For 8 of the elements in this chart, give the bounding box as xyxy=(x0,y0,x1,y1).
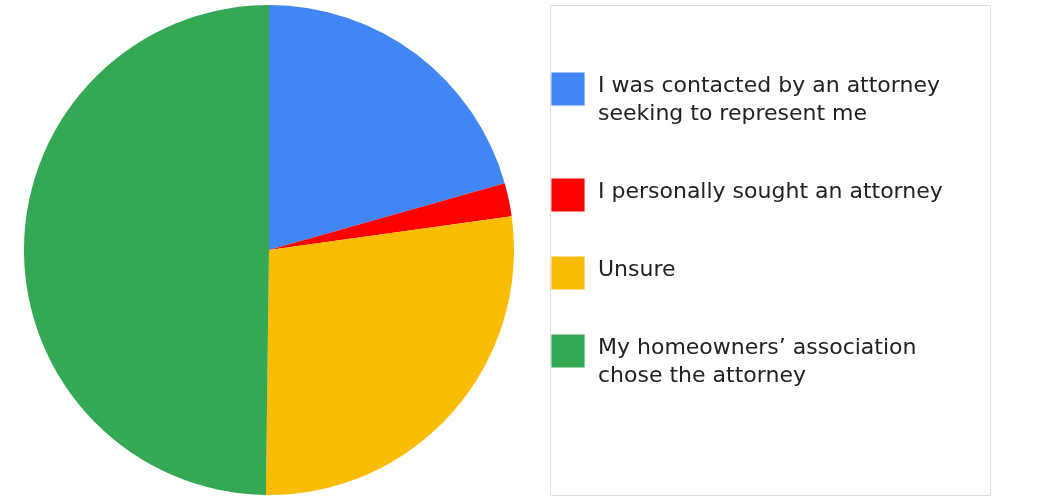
legend-label: I personally sought an attorney xyxy=(598,178,943,203)
pie-slice xyxy=(269,5,505,250)
legend-label: I was contacted by an attorney seeking to represent me xyxy=(598,72,940,125)
pie-slice xyxy=(269,183,512,250)
legend-label: My homeowners’ association chose the attorney xyxy=(598,334,917,387)
legend-label: Unsure xyxy=(598,256,676,281)
pie-slice xyxy=(265,216,514,495)
pie-slice xyxy=(24,5,269,495)
